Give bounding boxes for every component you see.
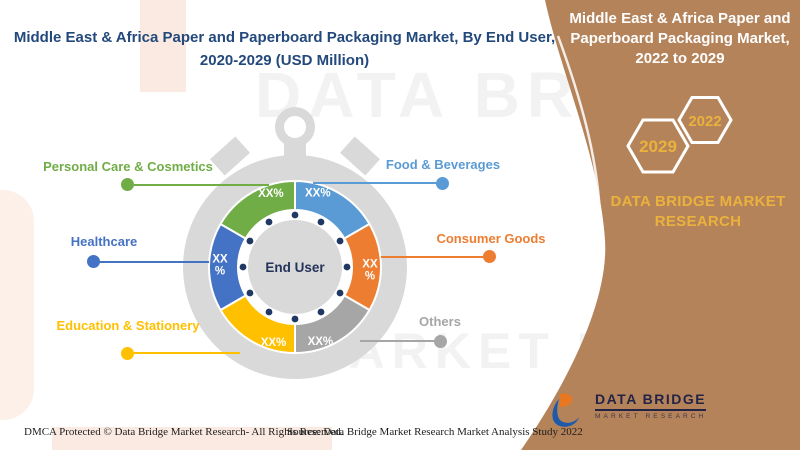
tick-dot	[265, 218, 273, 226]
tick-dot	[246, 289, 254, 297]
chart-title-line2: 2020-2029 (USD Million)	[199, 51, 370, 69]
panel-title-line3: 2022 to 2029	[635, 49, 725, 67]
tick-dot	[336, 289, 344, 297]
hexagon-2022-year: 2022	[688, 113, 721, 130]
brand-text-line1: DATA BRIDGE MARKET	[610, 193, 786, 210]
source-note: Source: Data Bridge Market Research Mark…	[287, 426, 583, 438]
leader-line-education-stationery	[134, 352, 240, 354]
stopwatch-stem	[284, 142, 306, 168]
leader-dot-education-stationery	[121, 347, 134, 360]
label-others: Others	[419, 314, 461, 329]
year-hexagons: 2029 2022	[626, 96, 733, 174]
label-food-beverages: Food & Beverages	[385, 157, 501, 172]
leader-dot-consumer-goods	[483, 250, 496, 263]
brand-text: DATA BRIDGE MARKET RESEARCH	[602, 192, 794, 231]
panel-edge-arc	[556, 35, 602, 255]
label-healthcare: Healthcare	[70, 234, 138, 249]
donut-value-label-5: XX%	[258, 188, 284, 200]
data-bridge-logo-icon	[552, 393, 579, 427]
hexagon-2029-year: 2029	[639, 137, 677, 156]
label-consumer-goods: Consumer Goods	[436, 231, 546, 246]
panel-title: Middle East & Africa Paper and Paperboar…	[566, 9, 794, 68]
tick-dot	[317, 308, 325, 316]
tick-dot	[246, 237, 254, 245]
donut-center-label: End User	[265, 260, 325, 275]
hexagon-2022	[677, 96, 733, 144]
chart-title-line1: Middle East & Africa Paper and Paperboar…	[13, 29, 556, 46]
right-panel-shape	[521, 0, 800, 450]
donut-value-label-0: XX%	[305, 187, 331, 199]
donut-segment-5	[219, 179, 296, 240]
tick-dot	[291, 315, 299, 323]
leader-dot-food-beverages	[436, 177, 449, 190]
tick-dot	[265, 308, 273, 316]
tick-dot	[336, 237, 344, 245]
background-decor-shape	[52, 427, 332, 450]
tick-dot	[317, 218, 325, 226]
stopwatch-left-button	[210, 136, 250, 176]
leader-line-others	[360, 340, 435, 342]
leader-line-healthcare	[99, 261, 209, 263]
tick-dot	[291, 211, 299, 219]
background-decor-shape	[140, 0, 186, 92]
panel-title-line1: Middle East & Africa Paper and	[569, 10, 791, 27]
stopwatch-right-button	[340, 136, 380, 176]
leader-line-consumer-goods	[381, 256, 483, 258]
label-personal-care-cosmetics: Personal Care & Cosmetics	[43, 159, 213, 174]
leader-dot-others	[434, 335, 447, 348]
donut-value-label-3: XX%	[261, 337, 287, 349]
chart-title: Middle East & Africa Paper and Paperboar…	[12, 27, 557, 72]
leader-dot-healthcare	[87, 255, 100, 268]
logo-subtitle: MARKET RESEARCH	[595, 413, 707, 420]
panel-title-line2: Paperboard Packaging Market,	[570, 29, 790, 47]
dmca-notice: DMCA Protected © Data Bridge Market Rese…	[24, 426, 344, 438]
logo-title: DATA BRIDGE	[595, 391, 707, 411]
data-bridge-logo: DATA BRIDGE MARKET RESEARCH	[546, 391, 707, 433]
donut-value-label-1: XX%	[362, 259, 378, 283]
background-decor-shape	[0, 190, 34, 420]
leader-line-personal-care	[134, 184, 269, 186]
donut-value-label-2: XX%	[308, 336, 334, 348]
hexagon-2029	[626, 118, 690, 174]
label-education-stationery: Education & Stationery	[56, 318, 200, 333]
stopwatch-donut-chart: End User XX% XX % XX% XX% XX % XX%	[183, 107, 407, 379]
donut-center-circle	[248, 220, 342, 314]
tick-dot	[343, 263, 351, 271]
leader-dot-personal-care	[121, 178, 134, 191]
tick-dot	[239, 263, 247, 271]
brand-text-line2: RESEARCH	[654, 212, 742, 230]
leader-line-food-beverages	[313, 182, 437, 184]
donut-value-label-4: XX%	[212, 253, 228, 277]
